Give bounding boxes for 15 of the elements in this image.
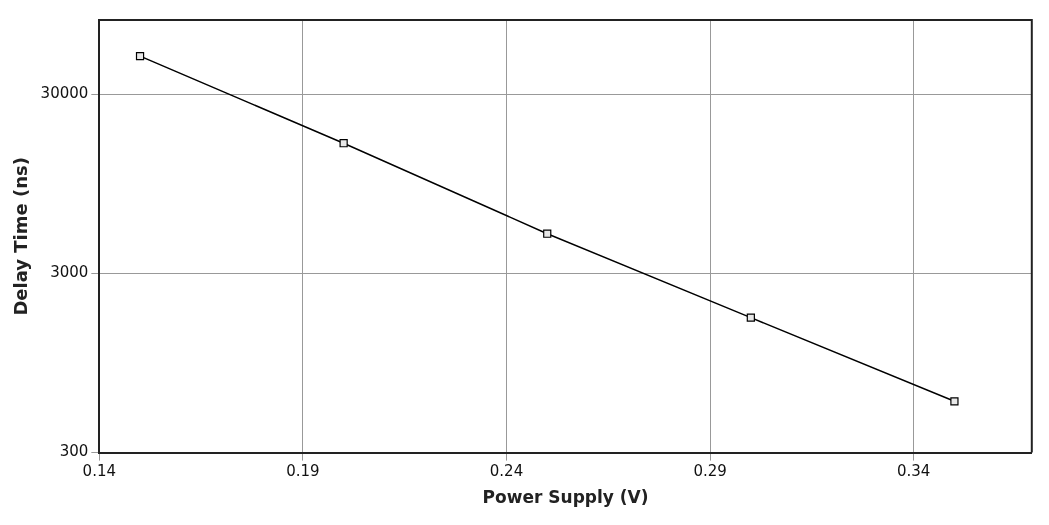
- y-tick-label: 3000: [50, 263, 89, 282]
- x-tick-label: 0.24: [489, 462, 524, 481]
- x-tick-label: 0.29: [693, 462, 727, 481]
- point: [950, 397, 959, 406]
- point: [746, 313, 755, 322]
- x-axis-title: Power Supply (V): [482, 487, 649, 508]
- x-tick-label: 0.14: [82, 462, 117, 481]
- point: [339, 139, 348, 148]
- x-tick-label: 0.34: [897, 462, 931, 481]
- point: [543, 229, 552, 238]
- y-tick-label: 300: [59, 442, 89, 461]
- y-axis-title: Delay Time (ns): [10, 157, 32, 316]
- x-tick-label: 0.19: [286, 462, 320, 481]
- point: [135, 52, 145, 61]
- y-tick-label: 30000: [40, 84, 89, 103]
